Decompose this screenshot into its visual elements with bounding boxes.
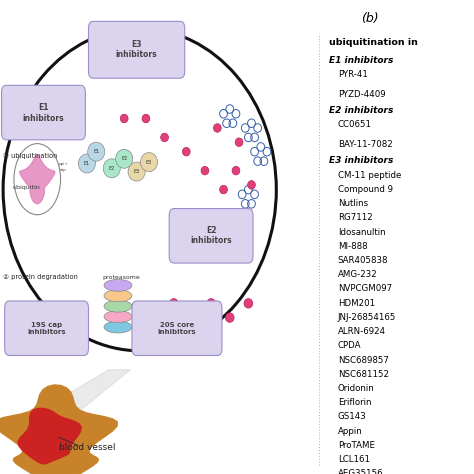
Ellipse shape: [226, 313, 234, 322]
Ellipse shape: [104, 280, 132, 291]
FancyBboxPatch shape: [89, 21, 185, 78]
Text: proteasome: proteasome: [102, 275, 140, 280]
Ellipse shape: [219, 185, 228, 194]
Polygon shape: [0, 385, 117, 474]
Text: Idosanultin: Idosanultin: [337, 228, 385, 237]
Ellipse shape: [116, 149, 133, 168]
Ellipse shape: [247, 181, 255, 189]
Text: ubiquitination in: ubiquitination in: [329, 38, 418, 47]
Text: NVPCGM097: NVPCGM097: [337, 284, 392, 293]
Text: JNJ-26854165: JNJ-26854165: [337, 313, 396, 322]
Ellipse shape: [88, 142, 105, 161]
Text: ALRN-6924: ALRN-6924: [337, 327, 386, 336]
Ellipse shape: [182, 147, 190, 156]
Text: MI-888: MI-888: [337, 242, 367, 251]
Text: CC0651: CC0651: [337, 120, 372, 129]
Text: NSC689857: NSC689857: [337, 356, 389, 365]
Ellipse shape: [78, 154, 95, 173]
Ellipse shape: [104, 321, 132, 333]
Text: E2
inhibitors: E2 inhibitors: [190, 226, 232, 245]
Ellipse shape: [201, 166, 209, 175]
Ellipse shape: [104, 301, 132, 312]
Text: Eriflorin: Eriflorin: [337, 398, 371, 407]
Text: E3 inhibitors: E3 inhibitors: [329, 156, 394, 165]
Text: RG7112: RG7112: [337, 213, 373, 222]
Text: Nutlins: Nutlins: [337, 199, 368, 208]
Text: PYZD-4409: PYZD-4409: [337, 90, 385, 99]
Text: E2: E2: [109, 166, 115, 171]
Text: CM-11 peptide: CM-11 peptide: [337, 171, 401, 180]
Ellipse shape: [207, 299, 216, 308]
Ellipse shape: [103, 159, 120, 178]
Ellipse shape: [188, 313, 197, 322]
Text: GS143: GS143: [337, 412, 366, 421]
Text: Compound 9: Compound 9: [337, 185, 392, 194]
Text: atp: atp: [60, 168, 67, 172]
Text: E1: E1: [93, 149, 100, 154]
Text: ppi+: ppi+: [59, 162, 69, 165]
FancyBboxPatch shape: [1, 85, 85, 140]
FancyBboxPatch shape: [5, 301, 89, 356]
Ellipse shape: [170, 299, 178, 308]
Polygon shape: [37, 370, 130, 412]
Text: BAY-11-7082: BAY-11-7082: [337, 140, 392, 149]
Ellipse shape: [71, 301, 78, 310]
Text: CPDA: CPDA: [337, 341, 361, 350]
Ellipse shape: [104, 311, 132, 323]
Text: Oridonin: Oridonin: [337, 384, 374, 393]
Ellipse shape: [244, 299, 253, 308]
Ellipse shape: [49, 301, 57, 310]
Text: E3: E3: [146, 160, 152, 164]
Text: E1: E1: [84, 161, 90, 166]
Text: NSC681152: NSC681152: [337, 370, 389, 379]
Text: E1 inhibitors: E1 inhibitors: [329, 56, 394, 65]
Text: ① ubiquitination: ① ubiquitination: [3, 152, 57, 159]
Text: E3: E3: [134, 169, 140, 174]
Ellipse shape: [104, 290, 132, 302]
Text: Appin: Appin: [337, 427, 363, 436]
Polygon shape: [18, 409, 81, 464]
Text: ubiquitin: ubiquitin: [12, 185, 40, 190]
Ellipse shape: [235, 138, 243, 146]
Text: HDM201: HDM201: [337, 299, 375, 308]
FancyBboxPatch shape: [169, 209, 253, 263]
Text: AEG35156: AEG35156: [337, 469, 383, 474]
Ellipse shape: [142, 114, 150, 123]
Text: PYR-41: PYR-41: [337, 70, 367, 79]
Text: 20S core
inhibitors: 20S core inhibitors: [158, 321, 196, 335]
Ellipse shape: [128, 162, 145, 181]
Text: blood vessel: blood vessel: [59, 444, 115, 452]
Text: SAR405838: SAR405838: [337, 256, 388, 265]
Text: 19S cap
inhibitors: 19S cap inhibitors: [27, 321, 66, 335]
Text: AMG-232: AMG-232: [337, 270, 377, 279]
Text: E3
inhibitors: E3 inhibitors: [116, 40, 157, 59]
Text: ② protein degradation: ② protein degradation: [3, 274, 78, 280]
Ellipse shape: [232, 166, 240, 175]
Text: E2 inhibitors: E2 inhibitors: [329, 106, 394, 115]
Ellipse shape: [161, 133, 168, 142]
Polygon shape: [19, 155, 55, 204]
Text: LCL161: LCL161: [337, 455, 370, 464]
Ellipse shape: [140, 153, 157, 172]
FancyBboxPatch shape: [132, 301, 222, 356]
Text: ProTAME: ProTAME: [337, 441, 375, 450]
Ellipse shape: [213, 124, 221, 132]
Text: E1
inhibitors: E1 inhibitors: [23, 103, 64, 122]
Ellipse shape: [120, 114, 128, 123]
Ellipse shape: [27, 301, 35, 310]
Text: (b): (b): [361, 12, 378, 25]
Text: E2: E2: [121, 156, 128, 161]
